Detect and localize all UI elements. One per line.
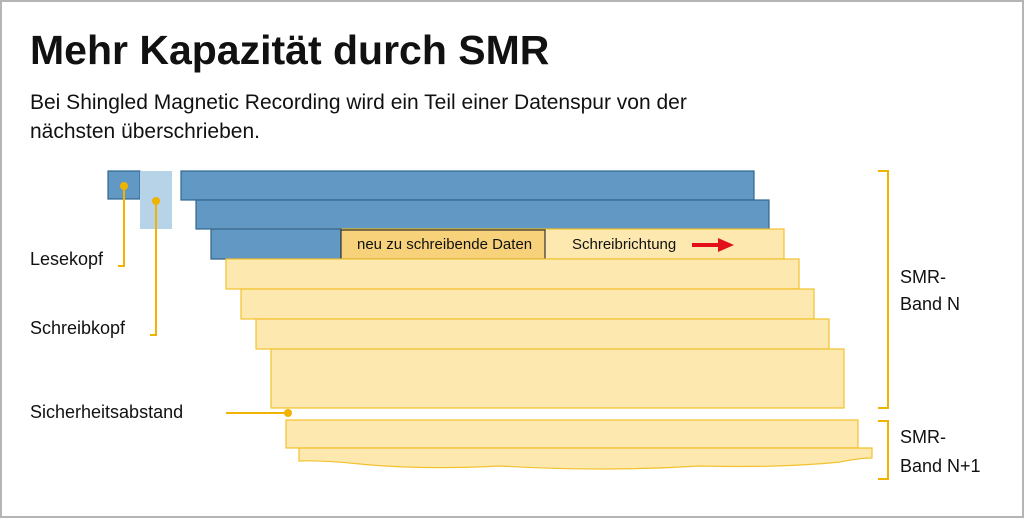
track [180, 170, 755, 201]
track [285, 419, 859, 449]
track [195, 199, 770, 230]
new-data-box [340, 229, 546, 260]
leader-line [118, 186, 125, 267]
label: Schreibkopf [30, 318, 126, 338]
leader-dot [120, 182, 128, 190]
track-partial [298, 447, 873, 470]
band-label: Band N [900, 294, 960, 314]
title: Mehr Kapazität durch SMR [30, 27, 549, 73]
direction-label: Schreibrichtung [572, 236, 676, 253]
new-data-label: neu zu schreibende Daten [357, 236, 532, 253]
subtitle: nächsten überschrieben. [30, 120, 260, 143]
band-label: SMR- [900, 427, 946, 447]
track [240, 288, 815, 320]
label: Lesekopf [30, 249, 104, 269]
label: Sicherheitsabstand [30, 402, 183, 422]
band-label: Band N+1 [900, 456, 981, 476]
leader-dot [284, 409, 292, 417]
tracks [107, 170, 873, 470]
bracket [878, 170, 889, 409]
band-label: SMR- [900, 267, 946, 287]
bracket [878, 420, 889, 480]
leader-dot [152, 197, 160, 205]
leader-line [150, 201, 157, 336]
track [225, 258, 800, 290]
track [255, 318, 830, 350]
track [270, 348, 845, 409]
track [210, 228, 342, 260]
arrow-head [718, 238, 734, 252]
subtitle: Bei Shingled Magnetic Recording wird ein… [30, 91, 687, 114]
